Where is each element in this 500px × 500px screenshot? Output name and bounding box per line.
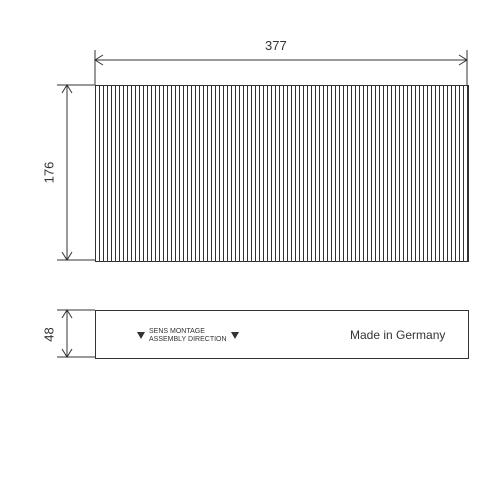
technical-drawing: 377 176 48 SENS MONTAGE ASSEMBLY DIRECTI… — [0, 0, 500, 500]
height-dimension-label: 176 — [41, 162, 56, 184]
origin-label: Made in Germany — [350, 328, 445, 342]
arrow-down-icon — [137, 332, 145, 339]
arrow-down-icon — [231, 332, 239, 339]
thickness-dimension-label: 48 — [42, 327, 57, 341]
filter-top-view — [95, 85, 469, 262]
width-dimension-label: 377 — [265, 38, 287, 53]
montage-label-2: ASSEMBLY DIRECTION — [149, 336, 227, 344]
montage-label-1: SENS MONTAGE — [149, 328, 227, 336]
assembly-direction-block: SENS MONTAGE ASSEMBLY DIRECTION — [137, 328, 239, 343]
